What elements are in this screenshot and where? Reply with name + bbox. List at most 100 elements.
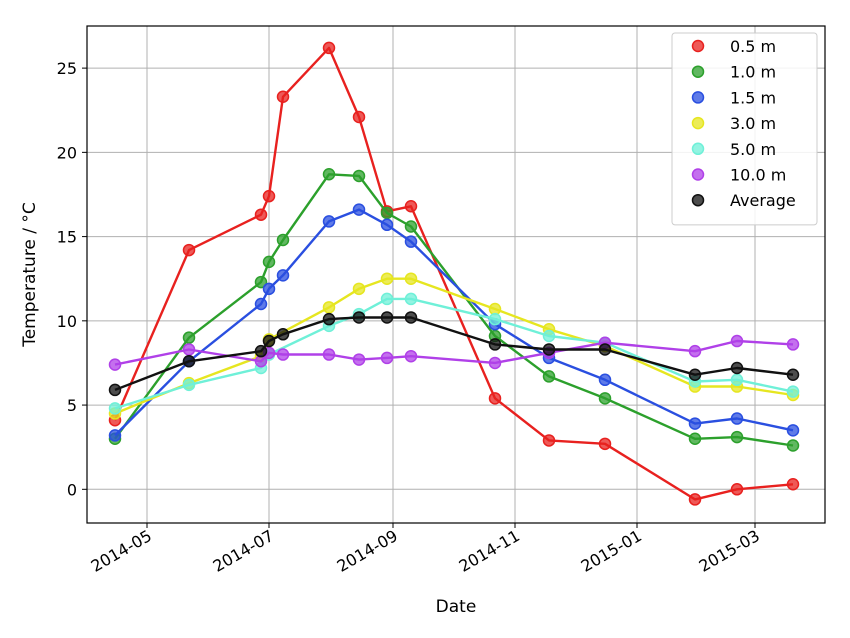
data-point xyxy=(182,355,196,368)
series-10-0-m xyxy=(108,334,800,371)
data-point xyxy=(254,344,268,358)
legend-marker xyxy=(691,65,705,78)
data-point xyxy=(786,424,800,437)
data-point xyxy=(276,90,290,104)
x-tick-label: 2014-09 xyxy=(334,526,401,576)
data-point xyxy=(108,358,122,371)
legend-label: 3.0 m xyxy=(730,114,776,133)
legend-item: Average xyxy=(691,191,796,210)
data-point xyxy=(108,402,122,415)
data-point xyxy=(730,334,744,348)
legend-label: 0.5 m xyxy=(730,37,776,56)
data-point xyxy=(254,297,268,311)
data-point xyxy=(598,373,612,387)
data-point xyxy=(322,168,336,181)
legend-marker xyxy=(691,116,705,130)
data-point xyxy=(108,429,122,442)
data-point xyxy=(276,233,290,247)
data-point xyxy=(404,272,418,285)
series-line xyxy=(114,208,794,437)
data-point xyxy=(404,311,418,324)
data-point xyxy=(786,478,800,491)
data-point xyxy=(322,41,336,55)
data-point xyxy=(380,206,394,220)
data-point xyxy=(182,243,196,257)
legend-item: 5.0 m xyxy=(691,140,776,159)
data-point xyxy=(786,338,800,351)
data-point xyxy=(598,437,612,451)
legend-item: 1.5 m xyxy=(691,88,776,107)
legend-box xyxy=(671,32,818,226)
data-point xyxy=(488,392,502,405)
data-point xyxy=(488,338,502,351)
legend-item: 3.0 m xyxy=(691,114,776,133)
data-point xyxy=(322,301,336,314)
data-point xyxy=(688,493,702,506)
data-point xyxy=(488,356,502,370)
legend-marker xyxy=(691,142,705,156)
y-tick-label: 10 xyxy=(57,312,77,331)
y-tick-label: 0 xyxy=(67,480,77,499)
y-tick-label: 25 xyxy=(57,59,77,78)
plot-frame xyxy=(86,25,826,524)
data-point xyxy=(380,272,394,285)
legend-marker xyxy=(691,39,705,53)
data-point xyxy=(182,331,196,344)
data-point xyxy=(322,215,336,228)
legend-item: 1.0 m xyxy=(691,63,776,82)
series-average xyxy=(108,311,800,397)
data-point xyxy=(598,392,612,405)
data-point xyxy=(542,343,556,356)
data-point xyxy=(380,218,394,232)
legend-marker xyxy=(691,168,705,181)
legend: 0.5 m 1.0 m 1.5 m 3.0 m 5.0 m 10.0 m Average xyxy=(671,32,818,226)
legend-marker xyxy=(691,193,705,207)
data-point xyxy=(262,282,276,296)
x-tick-label: 2014-07 xyxy=(210,526,277,576)
legend-label: 1.0 m xyxy=(730,63,776,82)
data-point xyxy=(380,292,394,306)
legend-marker xyxy=(691,91,705,104)
data-point xyxy=(598,343,612,356)
x-tick-label: 2014-05 xyxy=(88,526,155,576)
y-tick-label: 20 xyxy=(57,143,77,162)
data-point xyxy=(322,312,336,326)
data-point xyxy=(352,353,366,366)
series-line xyxy=(114,277,794,415)
data-point xyxy=(730,373,744,387)
data-point xyxy=(730,483,744,496)
data-point xyxy=(182,378,196,392)
data-point xyxy=(276,328,290,341)
legend-label: 1.5 m xyxy=(730,88,776,107)
data-point xyxy=(404,292,418,306)
data-point xyxy=(182,343,196,356)
data-point xyxy=(542,370,556,383)
y-axis-label: Temperature / °C xyxy=(20,202,40,348)
data-point xyxy=(542,434,556,447)
data-point xyxy=(352,110,366,124)
series-1-5-m xyxy=(108,203,800,442)
data-point xyxy=(786,385,800,398)
data-point xyxy=(688,368,702,381)
data-point xyxy=(688,344,702,358)
data-point xyxy=(352,311,366,324)
data-point xyxy=(688,417,702,430)
legend-label: Average xyxy=(730,191,796,210)
data-point xyxy=(254,275,268,289)
data-point xyxy=(786,439,800,452)
data-point xyxy=(542,329,556,343)
data-point xyxy=(380,351,394,365)
data-point xyxy=(254,208,268,221)
y-tick-label: 5 xyxy=(67,396,77,415)
data-point xyxy=(352,282,366,296)
series-layer xyxy=(108,41,800,506)
legend-label: 5.0 m xyxy=(730,140,776,159)
data-point xyxy=(352,169,366,183)
data-point xyxy=(688,432,702,446)
x-tick-label: 2014-11 xyxy=(456,526,523,576)
data-point xyxy=(404,349,418,363)
legend-item: 0.5 m xyxy=(691,37,776,56)
data-point xyxy=(730,412,744,425)
